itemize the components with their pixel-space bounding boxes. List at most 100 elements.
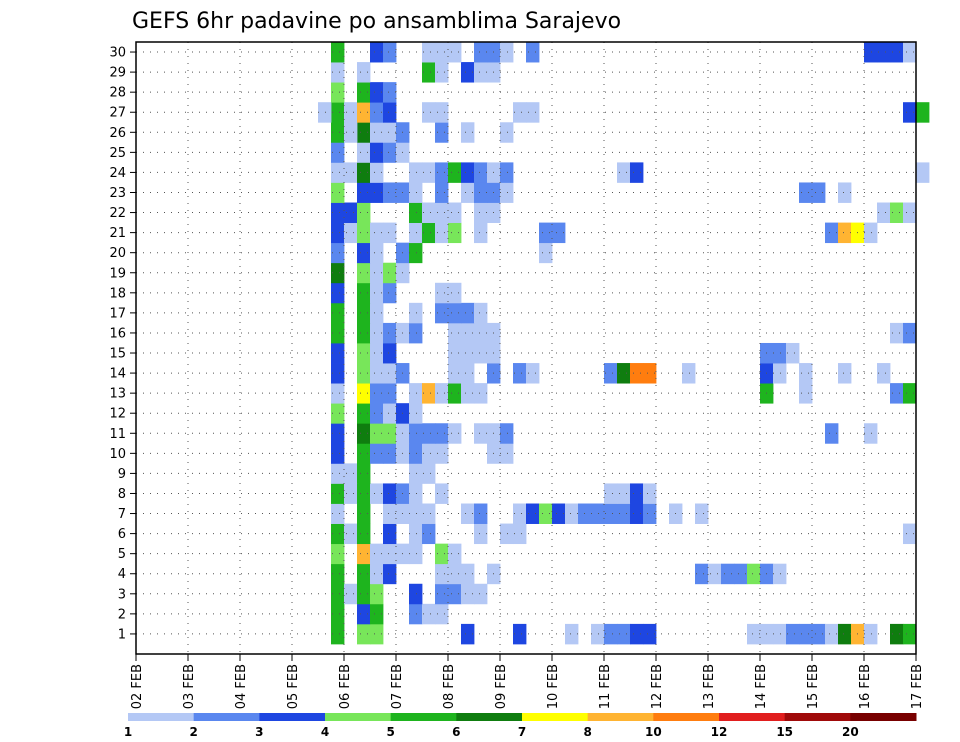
- heatmap-cell: [370, 102, 384, 123]
- heatmap-cell: [435, 543, 449, 565]
- heatmap-cell: [513, 363, 527, 384]
- y-tick-label: 15: [109, 347, 126, 362]
- heatmap-cell: [799, 363, 813, 384]
- heatmap-cell: [435, 162, 449, 183]
- heatmap-cell: [539, 222, 553, 244]
- heatmap-cell: [643, 623, 657, 645]
- heatmap-cell: [474, 222, 488, 244]
- heatmap-cell: [448, 222, 462, 244]
- heatmap-cell: [370, 262, 384, 284]
- heatmap-cell: [435, 383, 449, 404]
- heatmap-cell: [747, 563, 761, 585]
- x-tick-label: 07 FEB: [390, 664, 405, 709]
- heatmap-cell: [474, 583, 488, 605]
- heatmap-cell: [630, 162, 644, 183]
- heatmap-cell: [357, 543, 371, 565]
- heatmap-cell: [500, 122, 514, 143]
- heatmap-cell: [370, 403, 384, 424]
- heatmap-cell: [461, 162, 475, 183]
- heatmap-cell: [370, 82, 384, 103]
- heatmap-cell: [370, 42, 384, 63]
- heatmap-cell: [604, 623, 618, 645]
- colorbar-tick-label: 6: [452, 725, 460, 739]
- heatmap-cell: [617, 623, 631, 645]
- heatmap-cell: [409, 322, 423, 344]
- heatmap-cell: [448, 363, 462, 384]
- heatmap-cell: [890, 322, 904, 344]
- heatmap-cell: [474, 162, 488, 183]
- heatmap-cell: [331, 603, 345, 625]
- heatmap-cell: [461, 302, 475, 324]
- heatmap-cell: [864, 42, 878, 63]
- y-tick-label: 29: [109, 66, 126, 81]
- heatmap-cell: [383, 483, 397, 504]
- plot-frame: [135, 41, 917, 655]
- heatmap-cell: [435, 222, 449, 244]
- heatmap-cell: [357, 483, 371, 504]
- heatmap-cell: [422, 463, 436, 484]
- heatmap-cell: [357, 383, 371, 404]
- heatmap-cell: [422, 423, 436, 444]
- heatmap-cell: [461, 363, 475, 384]
- heatmap-cells: [318, 42, 930, 645]
- heatmap-cell: [422, 62, 436, 83]
- heatmap-cell: [448, 583, 462, 605]
- heatmap-cell: [890, 42, 904, 63]
- heatmap-cell: [773, 623, 787, 645]
- heatmap-cell: [357, 82, 371, 103]
- heatmap-cell: [344, 463, 358, 484]
- heatmap-cell: [331, 182, 345, 203]
- heatmap-cell: [773, 342, 787, 364]
- heatmap-cell: [409, 523, 423, 545]
- y-tick-label: 1: [118, 627, 126, 642]
- heatmap-cell: [513, 623, 527, 645]
- heatmap-cell: [825, 222, 839, 244]
- heatmap-cell: [357, 403, 371, 424]
- heatmap-cell: [721, 563, 735, 585]
- y-tick-label: 12: [109, 407, 126, 422]
- heatmap-cell: [370, 302, 384, 324]
- x-tick-label: 14 FEB: [754, 664, 769, 709]
- heatmap-cell: [370, 623, 384, 645]
- heatmap-cell: [409, 463, 423, 484]
- heatmap-cell: [435, 443, 449, 464]
- heatmap-cell: [331, 342, 345, 364]
- heatmap-cell: [461, 122, 475, 143]
- heatmap-cell: [383, 102, 397, 123]
- heatmap-cell: [448, 342, 462, 364]
- colorbar-tick-label: 4: [321, 725, 329, 739]
- heatmap-cell: [617, 363, 631, 384]
- heatmap-cell: [409, 583, 423, 605]
- heatmap-cell: [357, 322, 371, 344]
- heatmap-cell: [448, 282, 462, 304]
- colorbar-swatch: [259, 713, 326, 721]
- heatmap-cell: [630, 483, 644, 504]
- colorbar-swatch: [128, 713, 195, 721]
- heatmap-cell: [643, 503, 657, 524]
- heatmap-cell: [357, 583, 371, 605]
- heatmap-cell: [422, 503, 436, 524]
- heatmap-cell: [448, 423, 462, 444]
- y-tick-label: 3: [118, 587, 126, 602]
- heatmap-cell: [331, 503, 345, 524]
- x-tick-label: 08 FEB: [442, 664, 457, 709]
- heatmap-cell: [409, 302, 423, 324]
- colorbar-swatch: [587, 713, 654, 721]
- heatmap-cell: [435, 282, 449, 304]
- heatmap-cell: [409, 242, 423, 264]
- heatmap-cell: [357, 62, 371, 83]
- heatmap-cell: [435, 603, 449, 625]
- heatmap-cell: [526, 42, 540, 63]
- heatmap-cell: [357, 463, 371, 484]
- heatmap-cell: [331, 82, 345, 103]
- heatmap-cell: [409, 603, 423, 625]
- heatmap-cell: [357, 523, 371, 545]
- heatmap-cell: [474, 503, 488, 524]
- heatmap-cell: [877, 42, 891, 63]
- heatmap-cell: [903, 322, 917, 344]
- heatmap-cell: [409, 202, 423, 223]
- heatmap-cell: [357, 182, 371, 203]
- heatmap-cell: [357, 222, 371, 244]
- heatmap-cell: [383, 82, 397, 103]
- heatmap-cell: [357, 142, 371, 163]
